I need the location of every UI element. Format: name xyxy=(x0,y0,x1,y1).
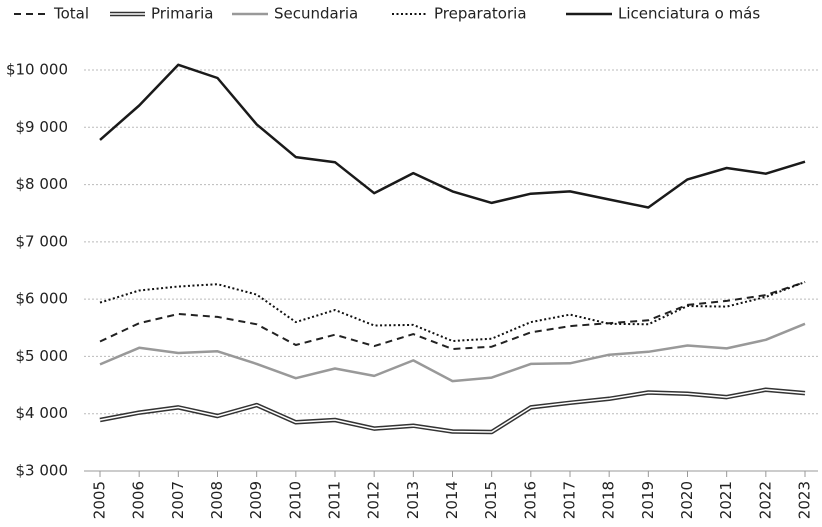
legend-label: Secundaria xyxy=(274,5,358,23)
x-tick-label: 2022 xyxy=(756,481,774,519)
legend-label: Total xyxy=(53,5,89,23)
line-series xyxy=(99,63,806,209)
y-tick-label: $4 000 xyxy=(16,404,69,422)
x-tick-label: 2019 xyxy=(639,481,657,519)
y-tick-label: $3 000 xyxy=(16,462,69,480)
x-tick-label: 2020 xyxy=(678,481,696,519)
y-tick-label: $9 000 xyxy=(16,118,69,136)
legend-label: Preparatoria xyxy=(434,5,527,23)
x-tick-label: 2021 xyxy=(717,481,735,519)
x-tick-label: 2016 xyxy=(521,481,539,519)
legend-label: Licenciatura o más xyxy=(618,5,760,23)
y-tick-label: $7 000 xyxy=(16,232,69,250)
x-tick-label: 2023 xyxy=(796,481,814,519)
x-tick-label: 2007 xyxy=(169,481,187,519)
line-series-inner xyxy=(99,388,806,433)
x-tick-label: 2006 xyxy=(130,481,148,519)
legend-label: Primaria xyxy=(151,5,213,23)
line-series xyxy=(99,281,806,342)
x-tick-label: 2018 xyxy=(600,481,618,519)
line-series xyxy=(99,322,806,383)
y-tick-label: $5 000 xyxy=(16,347,69,365)
y-tick-label: $6 000 xyxy=(16,290,69,308)
x-tick-label: 2010 xyxy=(286,481,304,519)
x-tick-label: 2012 xyxy=(365,481,383,519)
x-tick-label: 2011 xyxy=(326,481,344,519)
x-tick-label: 2005 xyxy=(91,481,109,519)
x-tick-label: 2009 xyxy=(247,481,265,519)
line-series xyxy=(99,387,806,435)
y-tick-label: $10 000 xyxy=(6,61,68,79)
x-tick-label: 2015 xyxy=(482,481,500,519)
x-tick-label: 2013 xyxy=(404,481,422,519)
x-tick-label: 2017 xyxy=(561,481,579,519)
line-series xyxy=(99,281,806,350)
x-tick-label: 2014 xyxy=(443,481,461,519)
x-tick-label: 2008 xyxy=(208,481,226,519)
y-tick-label: $8 000 xyxy=(16,175,69,193)
